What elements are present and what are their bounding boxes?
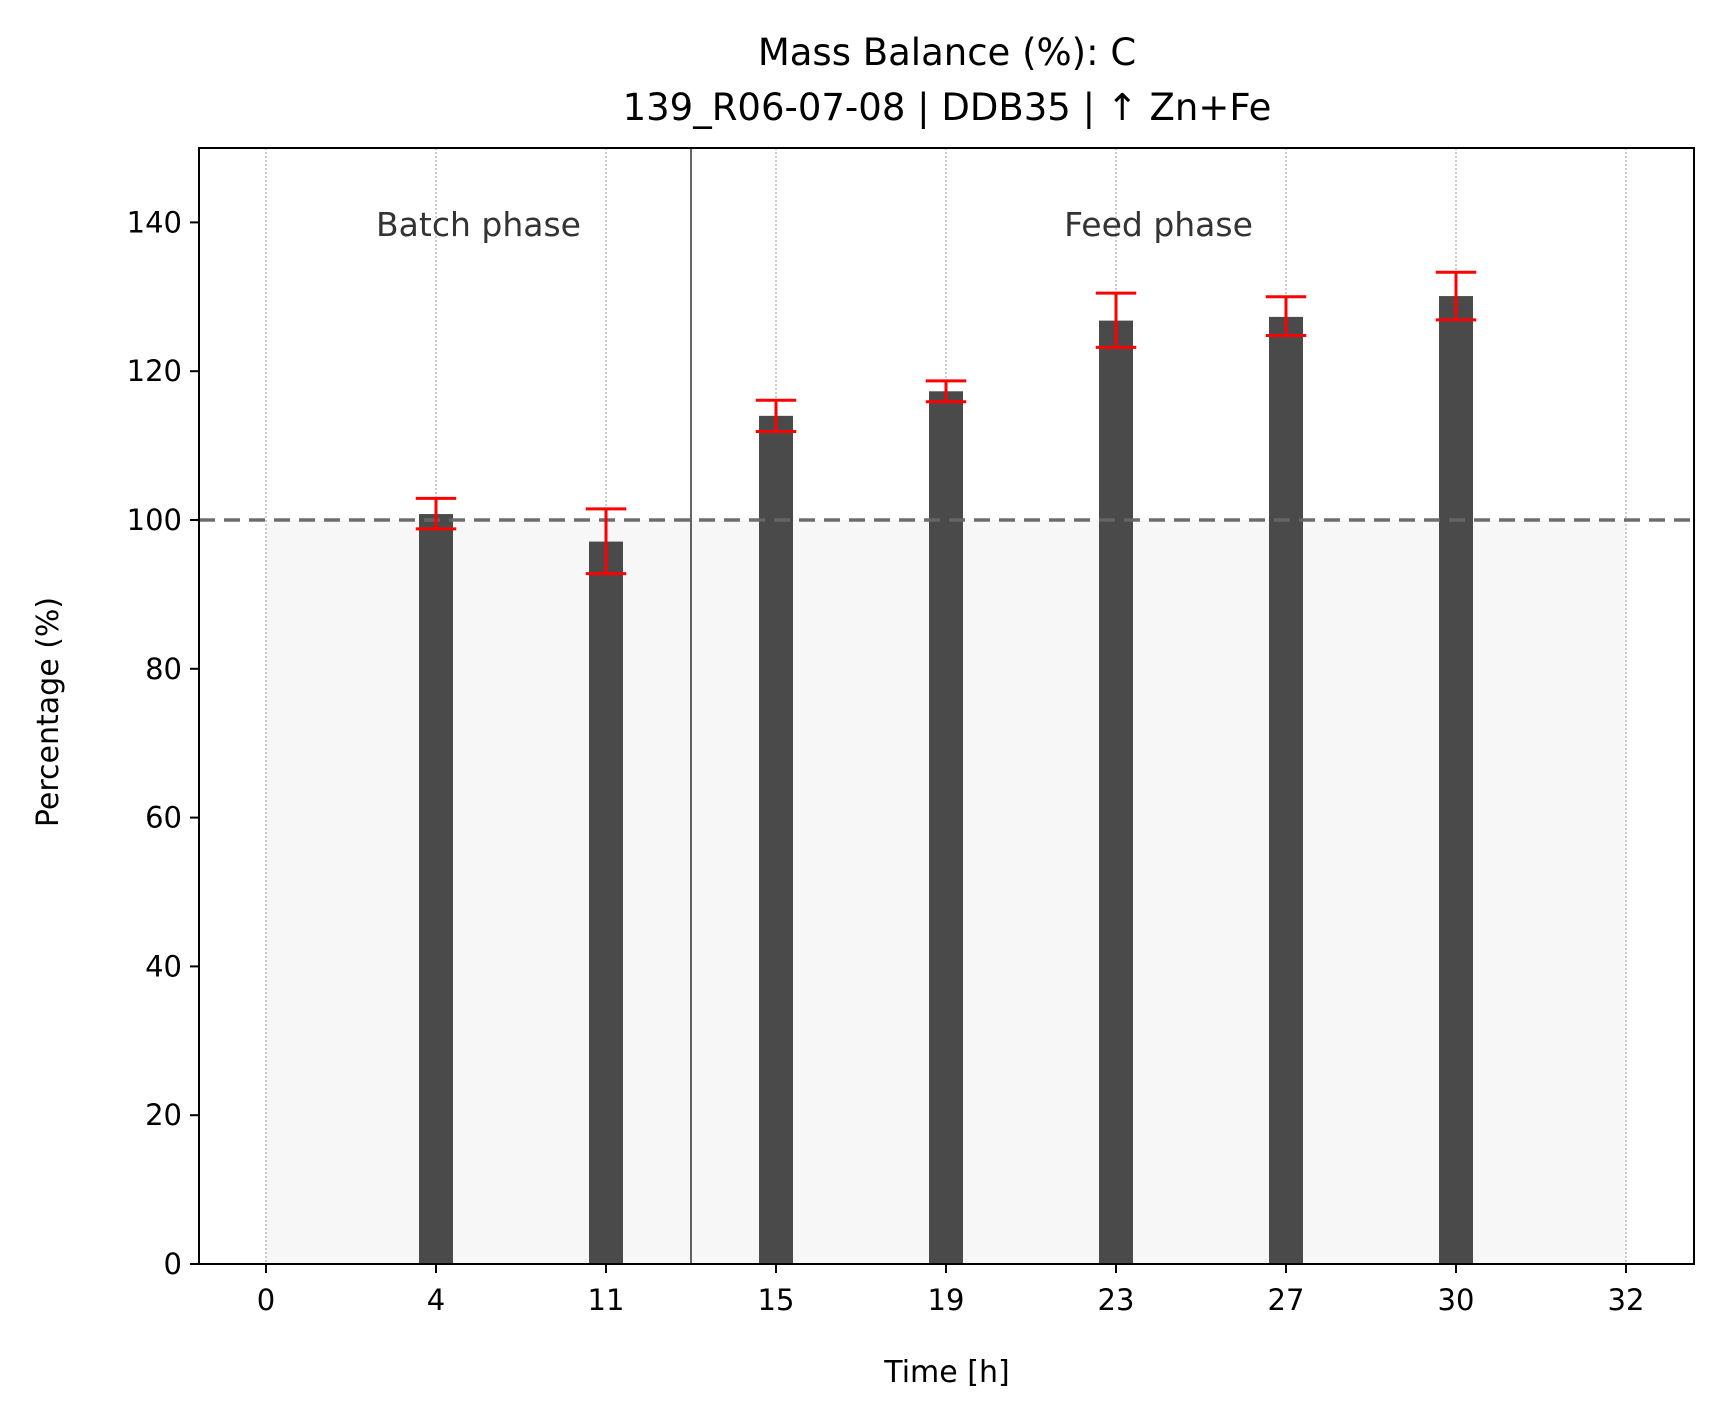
y-tick-label: 60 [145,801,182,835]
x-tick-label: 32 [1608,1283,1645,1317]
bar-23 [1099,320,1133,1264]
chart-title: Mass Balance (%): C [758,31,1136,74]
bar-15 [759,415,793,1265]
error-bar-27 [1265,295,1307,337]
x-tick-label: 30 [1438,1283,1475,1317]
y-tick-label: 100 [127,503,182,537]
y-tick-label: 80 [145,652,182,686]
tick-layer: 0 4 11 15 19 23 27 30 32 0 20 40 60 80 100 120 140 [127,205,1645,1317]
error-bar-11 [585,507,627,576]
x-tick-label: 4 [427,1283,445,1317]
error-bar-30 [1435,270,1477,322]
bar-4 [419,514,453,1264]
error-bar-15 [755,398,797,433]
x-tick-label: 27 [1268,1283,1305,1317]
y-tick-label: 0 [164,1247,182,1281]
y-tick-label: 20 [145,1098,182,1132]
y-tick-label: 120 [127,354,182,388]
y-tick-label: 140 [127,205,182,239]
phase-label-feed: Feed phase [1064,205,1253,244]
bar-19 [929,391,963,1265]
error-bar-23 [1095,291,1137,349]
phase-label-batch: Batch phase [376,205,581,244]
x-axis-label: Time [h] [883,1355,1009,1390]
chart-subtitle: 139_R06-07-08 | DDB35 | ↑ Zn+Fe [623,86,1272,129]
x-tick-label: 15 [758,1283,795,1317]
y-tick-label: 40 [145,949,182,983]
bar-11 [589,541,623,1264]
error-bar-4 [415,496,457,531]
bar-30 [1439,296,1473,1264]
x-tick-label: 19 [928,1283,965,1317]
x-tick-label: 23 [1098,1283,1135,1317]
bars [419,296,1473,1265]
error-bars [415,270,1477,576]
x-tick-label: 11 [588,1283,625,1317]
x-tick-label: 0 [257,1283,275,1317]
bar-27 [1269,316,1303,1264]
error-bar-19 [925,379,967,404]
y-axis-label: Percentage (%) [31,597,66,827]
